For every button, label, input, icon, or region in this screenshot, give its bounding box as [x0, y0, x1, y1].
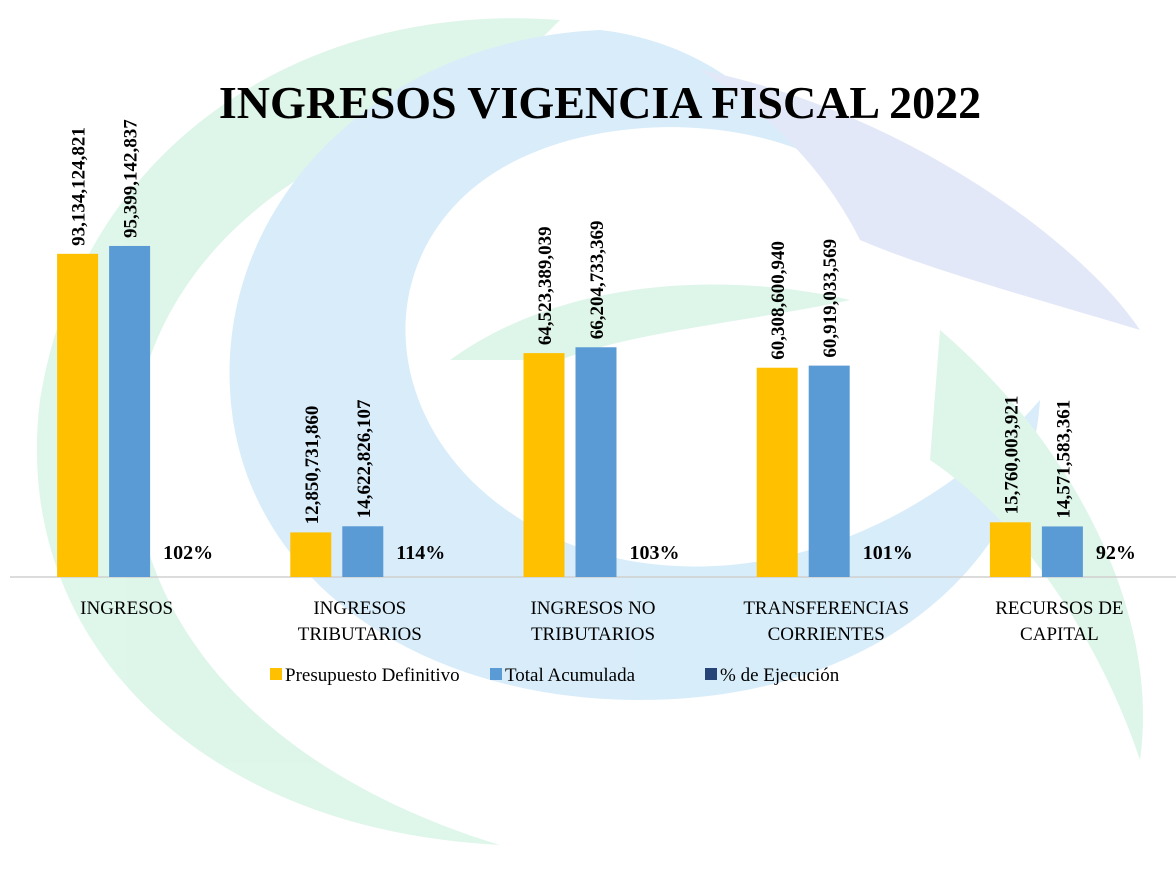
legend-label: Presupuesto Definitivo	[285, 665, 460, 686]
x-tick-label: TRIBUTARIOS	[298, 624, 422, 645]
data-label: 66,204,733,369	[587, 221, 608, 340]
chart-title: INGRESOS VIGENCIA FISCAL 2022	[219, 77, 981, 128]
data-label: 93,134,124,821	[69, 127, 90, 246]
data-label: 114%	[396, 542, 445, 564]
data-label: 60,919,033,569	[820, 239, 841, 358]
data-label: 95,399,142,837	[121, 119, 142, 238]
data-label: 14,571,583,361	[1053, 400, 1074, 519]
data-label: 103%	[630, 542, 680, 564]
bar	[290, 532, 332, 577]
x-tick-label: INGRESOS NO	[530, 598, 655, 619]
data-label: 92%	[1096, 542, 1136, 564]
x-tick-label: TRIBUTARIOS	[531, 624, 655, 645]
data-label: 15,760,003,921	[1001, 396, 1022, 515]
x-tick-label: CORRIENTES	[768, 624, 885, 645]
legend-swatch	[490, 668, 502, 680]
data-label: 101%	[863, 542, 913, 564]
bar	[57, 253, 99, 577]
x-tick-label: TRANSFERENCIAS	[743, 598, 909, 619]
x-tick-label: INGRESOS	[313, 598, 406, 619]
bar	[989, 522, 1031, 577]
data-label: 60,308,600,940	[768, 241, 789, 360]
bar	[342, 526, 384, 577]
x-tick-label: CAPITAL	[1020, 624, 1099, 645]
data-label: 14,622,826,107	[354, 399, 375, 518]
bar	[756, 367, 798, 577]
data-label: 64,523,389,039	[535, 226, 556, 345]
legend-label: Total Acumulada	[505, 665, 636, 686]
x-tick-label: RECURSOS DE	[995, 598, 1123, 619]
bar	[523, 353, 565, 577]
bar	[575, 347, 617, 577]
data-label: 12,850,731,860	[302, 406, 323, 525]
legend-swatch	[270, 668, 282, 680]
bar	[808, 365, 850, 577]
legend-swatch	[705, 668, 717, 680]
bar	[1041, 526, 1083, 577]
x-tick-label: INGRESOS	[80, 598, 173, 619]
bar	[109, 245, 151, 578]
legend-label: % de Ejecución	[720, 665, 840, 686]
background-logo	[36, 18, 1144, 846]
data-label: 102%	[163, 542, 213, 564]
